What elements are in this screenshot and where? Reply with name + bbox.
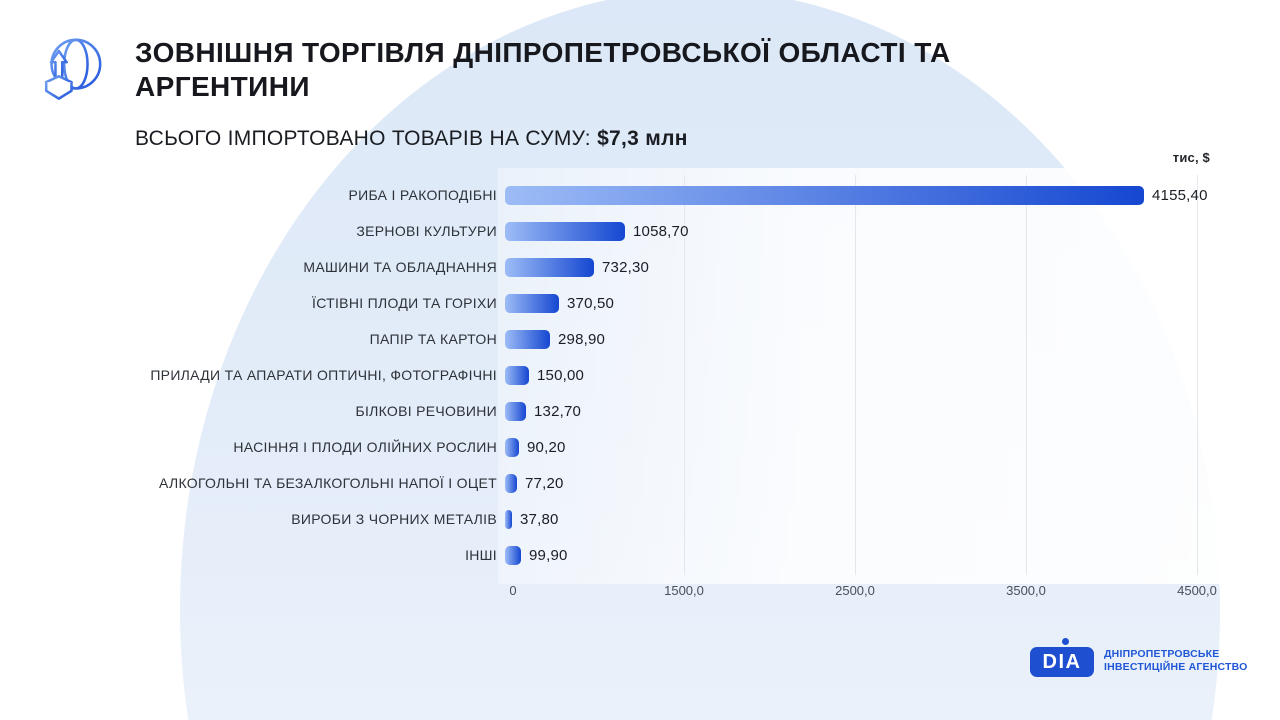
bar-cell: 1058,70 <box>505 221 1258 241</box>
bar-cell: 99,90 <box>505 545 1258 565</box>
page-title-line2: АРГЕНТИНИ <box>135 71 310 102</box>
chart-gridlines <box>513 175 1258 575</box>
plot-background-veil <box>498 168 1262 584</box>
value-label: 1058,70 <box>633 222 689 240</box>
chart-bar-row: ІНШІ 99,90 <box>135 537 1258 573</box>
bar-cell: 132,70 <box>505 401 1258 421</box>
category-label: ВИРОБИ З ЧОРНИХ МЕТАЛІВ <box>291 511 497 527</box>
axis-tick-label: 0 <box>509 583 517 598</box>
agency-name-line1: ДНІПРОПЕТРОВСЬКЕ <box>1104 648 1220 660</box>
subtitle-text: ВСЬОГО ІМПОРТОВАНО ТОВАРІВ НА СУМУ: <box>135 127 598 150</box>
axis-tick-label: 1500,0 <box>664 583 704 598</box>
category-label: НАСІННЯ І ПЛОДИ ОЛІЙНИХ РОСЛИН <box>233 439 497 455</box>
chart-bar <box>505 437 519 457</box>
category-label: ПАПІР ТА КАРТОН <box>369 331 497 347</box>
agency-name: ДНІПРОПЕТРОВСЬКЕ ІНВЕСТИЦІЙНЕ АГЕНСТВО <box>1104 648 1248 674</box>
chart-bar-row: НАСІННЯ І ПЛОДИ ОЛІЙНИХ РОСЛИН 90,20 <box>135 429 1258 465</box>
axis-tick-label: 3500,0 <box>1006 583 1046 598</box>
axis-tick-label: 4500,0 <box>1177 583 1217 598</box>
axis-unit-label: тис, $ <box>1172 150 1210 165</box>
chart-rows: РИБА І РАКОПОДІБНІ 4155,40 ЗЕРНОВІ КУЛЬТУР… <box>135 177 1258 573</box>
chart-bar <box>505 473 517 493</box>
agency-name-line2: ІНВЕСТИЦІЙНЕ АГЕНСТВО <box>1104 661 1248 673</box>
category-label: МАШИНИ ТА ОБЛАДНАННЯ <box>303 259 497 275</box>
chart-bar <box>505 185 1144 205</box>
value-label: 37,80 <box>520 510 559 528</box>
dia-logo-dot-icon <box>1062 638 1069 645</box>
bar-cell: 370,50 <box>505 293 1258 313</box>
chart-bar <box>505 545 521 565</box>
chart-bar-row: ВИРОБИ З ЧОРНИХ МЕТАЛІВ 37,80 <box>135 501 1258 537</box>
bar-cell: 732,30 <box>505 257 1258 277</box>
value-label: 77,20 <box>525 474 564 492</box>
category-label: ПРИЛАДИ ТА АПАРАТИ ОПТИЧНІ, ФОТОГРАФІЧНІ <box>150 367 497 383</box>
subtitle: ВСЬОГО ІМПОРТОВАНО ТОВАРІВ НА СУМУ: $7,3… <box>135 127 1035 151</box>
value-label: 732,30 <box>602 258 650 276</box>
chart-bar <box>505 221 625 241</box>
chart-bar <box>505 293 559 313</box>
globe-export-icon <box>36 33 106 103</box>
value-label: 298,90 <box>558 330 606 348</box>
value-label: 150,00 <box>537 366 585 384</box>
category-label: ЗЕРНОВІ КУЛЬТУРИ <box>356 223 497 239</box>
chart-bar <box>505 329 550 349</box>
x-axis-ticks: 0 1500,0 2500,0 3500,0 4500,0 <box>509 583 1258 601</box>
bar-cell: 150,00 <box>505 365 1258 385</box>
gridline <box>684 175 685 575</box>
chart-bar-row: ЇСТІВНІ ПЛОДИ ТА ГОРІХИ 370,50 <box>135 285 1258 321</box>
chart-bar-row: АЛКОГОЛЬНІ ТА БЕЗАЛКОГОЛЬНІ НАПОЇ І ОЦЕТ… <box>135 465 1258 501</box>
value-label: 132,70 <box>534 402 582 420</box>
page-title: ЗОВНІШНЯ ТОРГІВЛЯ ДНІПРОПЕТРОВСЬКОЇ ОБЛА… <box>135 36 1125 104</box>
gridline <box>1197 175 1198 575</box>
bar-cell: 298,90 <box>505 329 1258 349</box>
category-label: ЇСТІВНІ ПЛОДИ ТА ГОРІХИ <box>312 295 497 311</box>
page-title-line1: ЗОВНІШНЯ ТОРГІВЛЯ ДНІПРОПЕТРОВСЬКОЇ ОБЛА… <box>135 37 951 68</box>
chart-bar-row: ПАПІР ТА КАРТОН 298,90 <box>135 321 1258 357</box>
value-label: 370,50 <box>567 294 615 312</box>
chart-bar <box>505 365 529 385</box>
bar-cell: 37,80 <box>505 509 1258 529</box>
value-label: 90,20 <box>527 438 566 456</box>
category-label: БІЛКОВІ РЕЧОВИНИ <box>355 403 497 419</box>
chart-bar-row: РИБА І РАКОПОДІБНІ 4155,40 <box>135 177 1258 213</box>
gridline <box>855 175 856 575</box>
gridline <box>1026 175 1027 575</box>
import-bar-chart: РИБА І РАКОПОДІБНІ 4155,40 ЗЕРНОВІ КУЛЬТУР… <box>135 175 1258 598</box>
bar-cell: 4155,40 <box>505 185 1258 205</box>
chart-bar-row: БІЛКОВІ РЕЧОВИНИ 132,70 <box>135 393 1258 429</box>
value-label: 4155,40 <box>1152 186 1208 204</box>
category-label: РИБА І РАКОПОДІБНІ <box>348 187 497 203</box>
chart-bar-row: ПРИЛАДИ ТА АПАРАТИ ОПТИЧНІ, ФОТОГРАФІЧНІ… <box>135 357 1258 393</box>
bar-cell: 77,20 <box>505 473 1258 493</box>
bar-cell: 90,20 <box>505 437 1258 457</box>
chart-bar-row: МАШИНИ ТА ОБЛАДНАННЯ 732,30 <box>135 249 1258 285</box>
category-label: АЛКОГОЛЬНІ ТА БЕЗАЛКОГОЛЬНІ НАПОЇ І ОЦЕТ <box>159 475 497 491</box>
chart-bar <box>505 257 594 277</box>
chart-bar <box>505 509 512 529</box>
subtitle-total-value: $7,3 млн <box>597 127 688 150</box>
dia-logo: DIA <box>1030 647 1094 677</box>
chart-bar-row: ЗЕРНОВІ КУЛЬТУРИ 1058,70 <box>135 213 1258 249</box>
axis-tick-label: 2500,0 <box>835 583 875 598</box>
category-label: ІНШІ <box>465 547 497 563</box>
value-label: 99,90 <box>529 546 568 564</box>
chart-bar <box>505 401 526 421</box>
